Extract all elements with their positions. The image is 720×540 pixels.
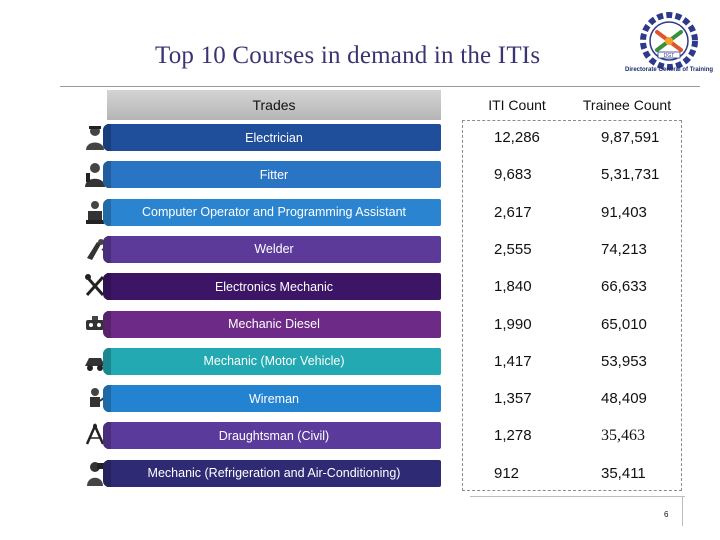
trade-bar: Electronics Mechanic [107,273,441,301]
footer-divider-vertical [682,496,683,526]
trainee-count-value: 48,409 [601,390,647,408]
trade-bar: Electrician [107,124,441,151]
motor-vehicle-icon [85,357,105,371]
trade-bar: Mechanic (Refrigeration and Air-Conditio… [107,459,441,487]
trade-bar: Fitter [107,161,441,189]
trainee-count-value: 91,403 [601,203,647,221]
iti-count-value: 2,617 [494,203,532,221]
draughtsman-icon [85,423,105,445]
refrigeration-icon [87,461,104,486]
trade-bar: Mechanic (Motor Vehicle) [107,347,441,375]
electronics-mechanic-icon [85,274,105,297]
trainee-count-value: 35,411 [601,464,646,482]
title-divider [60,86,700,87]
values-frame [462,120,682,491]
footer-divider [470,496,685,497]
header-trades: Trades [107,90,441,120]
header-iti-count: ITI Count [462,90,572,120]
trade-bar: Welder [107,235,441,263]
iti-count-value: 12,286 [494,129,540,146]
slide-title: Top 10 Courses in demand in the ITIs [155,42,541,69]
iti-count-value: 912 [494,464,520,482]
trainee-count-value: 74,213 [601,240,647,258]
trade-bar: Computer Operator and Programming Assist… [107,198,441,226]
svg-text:DGT: DGT [664,53,675,59]
dgt-logo-icon: DGT [640,12,698,70]
trainee-count-value: 66,633 [601,278,647,296]
iti-count-value: 1,357 [494,390,532,408]
trainee-count-value: 9,87,591 [601,129,660,146]
mechanic-diesel-icon [86,315,104,330]
trade-bar: Draughtsman (Civil) [107,422,441,450]
iti-count-value: 1,840 [494,278,532,296]
trainee-count-value: 53,953 [601,352,647,370]
fitter-icon [85,163,105,188]
page-number: 6 [664,510,669,519]
iti-count-value: 1,278 [494,427,532,445]
iti-count-value: 1,417 [494,352,532,370]
trade-bar: Mechanic Diesel [107,310,441,338]
iti-count-value: 1,990 [494,315,532,333]
iti-count-value: 2,555 [494,240,532,258]
computer-operator-icon [86,200,104,224]
trainee-count-value: 35,463 [601,427,645,445]
trainee-count-value: 65,010 [601,315,647,333]
header-trainee-count: Trainee Count [572,90,682,120]
iti-count-value: 9,683 [494,166,532,184]
electrician-icon [86,126,104,150]
trade-bar: Wireman [107,385,441,413]
logo-caption: Directorate General of Training [625,67,714,73]
trainee-count-value: 5,31,731 [601,166,660,184]
